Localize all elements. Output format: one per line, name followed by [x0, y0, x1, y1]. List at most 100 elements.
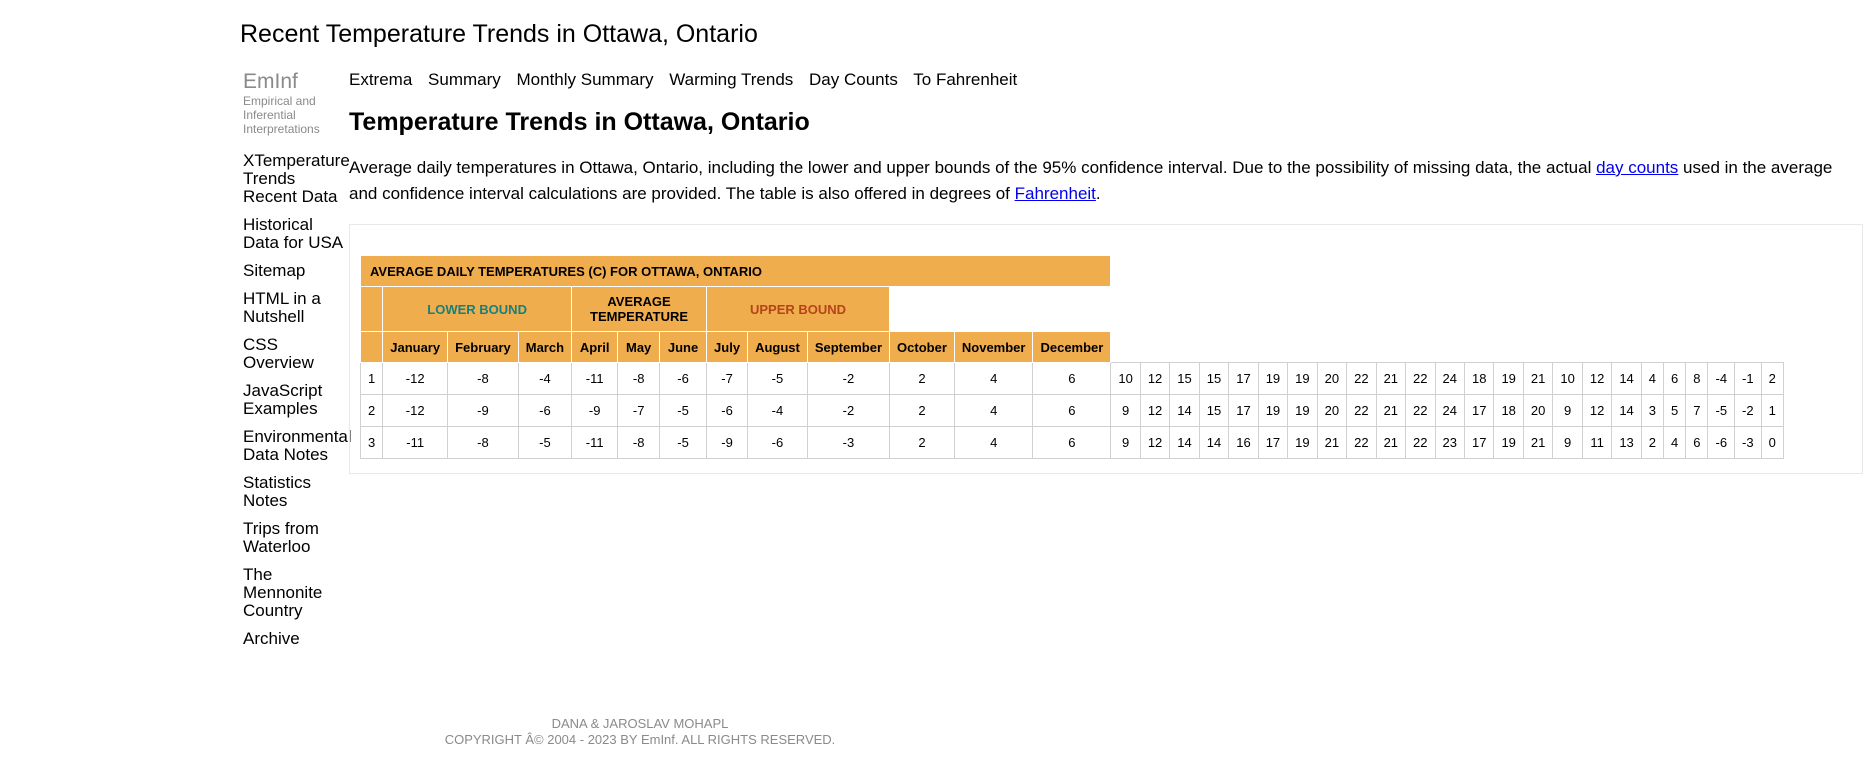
sidebar-item-mennonite-country[interactable]: The Mennonite Country — [243, 565, 323, 620]
sidebar-item-sitemap[interactable]: Sitemap — [243, 261, 306, 280]
temperature-cell: 11 — [1581, 426, 1613, 459]
temperature-cell: 14 — [1198, 426, 1230, 459]
temperature-cell: 21 — [1375, 426, 1407, 459]
temperature-cell: 14 — [1169, 394, 1200, 427]
table-title: AVERAGE DAILY TEMPERATURES (C) FOR OTTAW… — [359, 255, 1112, 287]
top-nav-warming-trends[interactable]: Warming Trends — [669, 70, 794, 89]
month-header: February — [447, 331, 519, 363]
temperature-cell: 22 — [1405, 362, 1436, 395]
temperature-cell: 12 — [1139, 362, 1171, 395]
temperature-cell: 24 — [1434, 362, 1465, 395]
temperature-cell: -6 — [747, 426, 808, 459]
temperature-cell: 0 — [1760, 426, 1784, 459]
temperature-cell: -11 — [382, 426, 449, 459]
footer: DANA & JAROSLAV MOHAPL COPYRIGHT Â© 2004… — [440, 716, 840, 748]
temperature-cell: 3 — [1640, 394, 1665, 427]
sidebar-item-archive[interactable]: Archive — [243, 629, 300, 648]
temperature-cell: 22 — [1346, 362, 1377, 395]
intro-paragraph: Average daily temperatures in Ottawa, On… — [349, 155, 1864, 207]
temperature-cell: 12 — [1139, 394, 1171, 427]
temperature-cell: 14 — [1169, 426, 1200, 459]
temperature-cell: 23 — [1434, 426, 1465, 459]
footer-copyright: COPYRIGHT Â© 2004 - 2023 BY EmInf. ALL R… — [444, 732, 836, 747]
temperature-cell: 17 — [1228, 394, 1259, 427]
temperature-cell: 21 — [1522, 426, 1554, 459]
month-header: July — [706, 331, 749, 363]
sidebar: EmInf Empirical and Inferential Interpre… — [243, 70, 352, 658]
temperature-cell: 22 — [1405, 394, 1436, 427]
sidebar-item-historical-data[interactable]: Historical Data for USA — [243, 215, 344, 252]
temperature-cell: 2 — [1760, 362, 1784, 395]
temperature-cell: 20 — [1522, 394, 1554, 427]
temperature-cell: 19 — [1257, 362, 1289, 395]
top-nav-to-fahrenheit[interactable]: To Fahrenheit — [913, 70, 1018, 89]
month-header: June — [659, 331, 708, 363]
top-nav-monthly-summary[interactable]: Monthly Summary — [516, 70, 654, 89]
sidebar-item-environmental-data-notes[interactable]: Environmental Data Notes — [243, 427, 352, 464]
site-title: Recent Temperature Trends in Ottawa, Ont… — [240, 20, 758, 48]
month-header: August — [747, 331, 808, 363]
temperature-cell: 14 — [1611, 394, 1642, 427]
temperature-cell: 15 — [1198, 362, 1230, 395]
month-header: May — [617, 331, 661, 363]
temperature-cell: 22 — [1346, 394, 1377, 427]
top-nav: Extrema Summary Monthly Summary Warming … — [349, 70, 1028, 90]
top-nav-day-counts[interactable]: Day Counts — [809, 70, 898, 89]
temperature-cell: 10 — [1110, 362, 1141, 395]
temperature-cell: 19 — [1287, 362, 1318, 395]
sidebar-item-css-overview[interactable]: CSS Overview — [243, 335, 314, 372]
month-header: March — [517, 331, 573, 363]
table-body: 1 -12 -8 -4 -11 -8 -6 -7 -5 -2 2 4 6 10 12 15 15 17 19 19 20… — [359, 362, 1784, 459]
month-header: January — [382, 331, 449, 363]
fahrenheit-link[interactable]: Fahrenheit — [1014, 184, 1096, 203]
month-header: December — [1032, 331, 1112, 363]
temperature-cell: -9 — [706, 426, 749, 459]
temperature-cell: -12 — [382, 362, 449, 395]
sidebar-item-javascript-examples[interactable]: JavaScript Examples — [243, 381, 323, 418]
temperature-cell: -3 — [806, 426, 891, 459]
temperature-cell: 10 — [1552, 362, 1583, 395]
temperature-cell: 19 — [1287, 426, 1318, 459]
month-header: September — [806, 331, 891, 363]
day-cell: 1 — [359, 362, 384, 395]
temperature-cell: 1 — [1760, 394, 1784, 427]
average-temperature-header: AVERAGE TEMPERATURE — [571, 286, 708, 332]
temperature-cell: 21 — [1375, 394, 1407, 427]
temperature-cell: -5 — [747, 362, 808, 395]
temperature-cell: 19 — [1493, 426, 1524, 459]
top-nav-extrema[interactable]: Extrema — [349, 70, 413, 89]
temperature-cell: 20 — [1316, 394, 1348, 427]
temperature-cell: 24 — [1434, 394, 1465, 427]
temperature-cell: -8 — [447, 362, 519, 395]
footer-authors: DANA & JAROSLAV MOHAPL — [551, 716, 729, 731]
month-header: October — [889, 331, 955, 363]
temperature-cell: 14 — [1611, 362, 1642, 395]
day-counts-link[interactable]: day counts — [1596, 158, 1679, 177]
sidebar-item-trips-from-waterloo[interactable]: Trips from Waterloo — [243, 519, 319, 556]
page-heading: Temperature Trends in Ottawa, Ontario — [349, 108, 810, 136]
brand-logo[interactable]: EmInf — [243, 70, 298, 93]
tagline-line: Empirical and — [243, 94, 316, 108]
temperature-cell: 4 — [1663, 426, 1687, 459]
temperature-cell: 17 — [1228, 362, 1259, 395]
temperature-cell: 6 — [1032, 394, 1112, 427]
sidebar-item-statistics-notes[interactable]: Statistics Notes — [243, 473, 312, 510]
upper-bound-header: UPPER BOUND — [706, 286, 891, 332]
temperature-cell: 9 — [1110, 426, 1141, 459]
sidebar-item-recent-data[interactable]: Recent Data — [243, 187, 338, 206]
sidebar-item-html-nutshell[interactable]: HTML in a Nutshell — [243, 289, 321, 326]
temperature-cell: 12 — [1581, 394, 1613, 427]
temperature-cell: -6 — [706, 394, 749, 427]
tagline-line: Inferential — [243, 108, 296, 122]
temperature-cell: 19 — [1287, 394, 1318, 427]
temperature-cell: 9 — [1552, 426, 1583, 459]
day-column-header — [359, 331, 384, 363]
sidebar-item-xtemperature-trends[interactable]: XTemperature Trends — [243, 151, 350, 188]
temperature-cell: -8 — [617, 426, 661, 459]
temperature-cell: 2 — [889, 426, 955, 459]
top-nav-summary[interactable]: Summary — [428, 70, 501, 89]
temperature-cell: -4 — [747, 394, 808, 427]
temperature-cell: 6 — [1663, 362, 1687, 395]
temperature-cell: 16 — [1228, 426, 1259, 459]
temperature-cell: 18 — [1493, 394, 1524, 427]
